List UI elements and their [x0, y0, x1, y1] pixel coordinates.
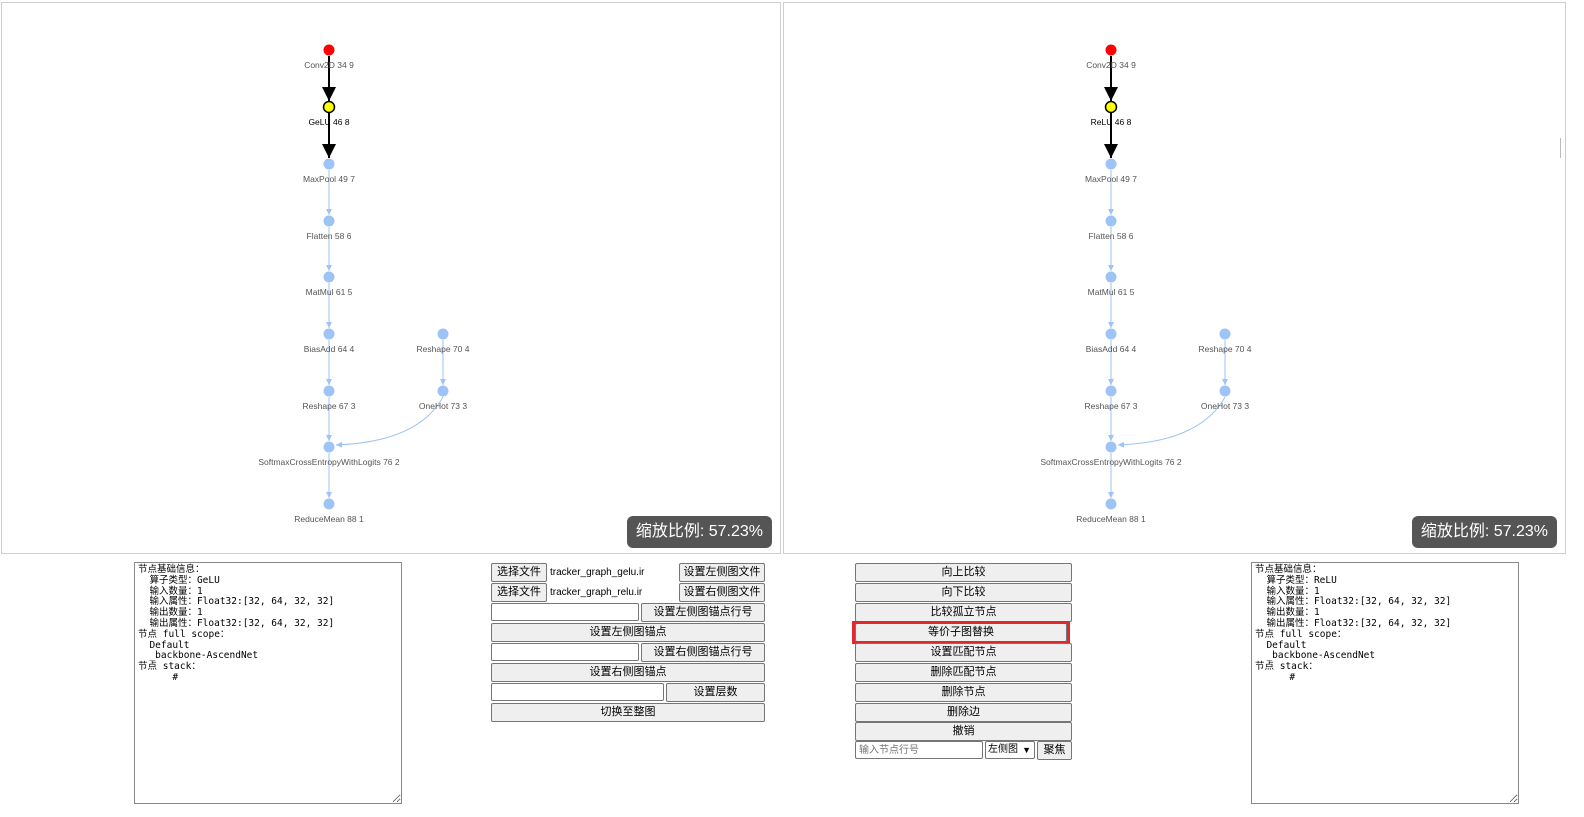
node-label: MaxPool 49 7 [1085, 174, 1137, 184]
node-label: Reshape 67 3 [303, 401, 356, 411]
left-graph-panel[interactable]: Conv2D 34 9 GeLU 46 8 MaxPool 49 7 Flatten … [1, 2, 781, 554]
right-anchor-line-input[interactable] [491, 643, 639, 661]
node-label: ReduceMean 88 1 [294, 514, 364, 524]
scrollbar[interactable] [1560, 138, 1565, 158]
graph-node[interactable] [323, 498, 335, 510]
node-label: Flatten 58 6 [1089, 231, 1134, 241]
graph-node[interactable] [323, 44, 335, 56]
graph-node[interactable] [1105, 498, 1117, 510]
graph-node[interactable] [323, 271, 335, 283]
graph-edge[interactable] [335, 396, 444, 448]
focus-button[interactable]: 聚焦 [1037, 741, 1072, 760]
switch-full-graph-button[interactable]: 切换至整图 [491, 703, 765, 722]
right-graph-panel[interactable]: Conv2D 34 9 ReLU 46 8 MaxPool 49 7 Flatten … [783, 2, 1566, 554]
set-left-anchor-button[interactable]: 设置左侧图锚点 [491, 623, 765, 642]
graph-edge[interactable] [1117, 396, 1226, 448]
node-label: OneHot 73 3 [419, 401, 467, 411]
node-label: GeLU 46 8 [308, 117, 349, 127]
graph-node[interactable] [1219, 385, 1231, 397]
set-depth-button[interactable]: 设置层数 [666, 683, 765, 702]
delete-match-button[interactable]: 删除匹配节点 [855, 663, 1072, 682]
graph-node[interactable] [323, 215, 335, 227]
node-label: Reshape 70 4 [1199, 344, 1252, 354]
node-label: Conv2D 34 9 [1086, 60, 1136, 70]
graph-node[interactable] [323, 441, 335, 453]
graph-node[interactable] [323, 385, 335, 397]
graph-side-select[interactable]: 左侧图 ▼ [985, 741, 1035, 759]
undo-button[interactable]: 撤销 [855, 722, 1072, 741]
compare-up-button[interactable]: 向上比较 [855, 563, 1072, 582]
graph-node[interactable] [437, 385, 449, 397]
graph-node[interactable] [437, 328, 449, 340]
left-graph-canvas[interactable]: Conv2D 34 9 GeLU 46 8 MaxPool 49 7 Flatten … [2, 3, 780, 553]
set-match-button[interactable]: 设置匹配节点 [855, 643, 1072, 662]
right-node-info[interactable]: 节点基础信息： 算子类型：ReLU 输入数量：1 输入属性：Float32:[3… [1251, 562, 1519, 804]
graph-node[interactable] [1105, 215, 1117, 227]
graph-node[interactable] [322, 100, 336, 114]
chevron-down-icon: ▼ [1022, 745, 1031, 755]
left-node-info[interactable]: 节点基础信息： 算子类型：GeLU 输入数量：1 输入属性：Float32:[3… [134, 562, 402, 804]
node-label: Flatten 58 6 [307, 231, 352, 241]
graph-node[interactable] [1105, 328, 1117, 340]
depth-input[interactable] [491, 683, 664, 701]
left-file-name: tracker_graph_gelu.ir [550, 567, 645, 578]
right-file-name: tracker_graph_relu.ir [550, 587, 643, 598]
choose-right-file-button[interactable]: 选择文件 [491, 583, 547, 602]
graph-node[interactable] [1105, 441, 1117, 453]
graph-node[interactable] [1105, 271, 1117, 283]
set-right-anchor-line-button[interactable]: 设置右侧图锚点行号 [641, 643, 765, 662]
node-label: MatMul 61 5 [306, 287, 353, 297]
node-label: MatMul 61 5 [1088, 287, 1135, 297]
graph-node[interactable] [323, 328, 335, 340]
graph-node[interactable] [323, 158, 335, 170]
graph-node[interactable] [1105, 385, 1117, 397]
node-line-input[interactable] [855, 741, 983, 759]
set-left-file-button[interactable]: 设置左侧图文件 [679, 563, 765, 582]
set-right-file-button[interactable]: 设置右侧图文件 [679, 583, 765, 602]
compare-isolated-button[interactable]: 比较孤立节点 [855, 603, 1072, 622]
graph-side-select-value: 左侧图 [988, 744, 1018, 755]
node-label: ReLU 46 8 [1091, 117, 1132, 127]
graph-node[interactable] [1105, 44, 1117, 56]
node-label: Reshape 67 3 [1085, 401, 1138, 411]
subgraph-replace-button[interactable]: 等价子图替换 [855, 623, 1067, 642]
compare-down-button[interactable]: 向下比较 [855, 583, 1072, 602]
node-label: Reshape 70 4 [417, 344, 470, 354]
right-graph-canvas[interactable]: Conv2D 34 9 ReLU 46 8 MaxPool 49 7 Flatten … [784, 3, 1565, 553]
node-label: Conv2D 34 9 [304, 60, 354, 70]
node-label: BiasAdd 64 4 [304, 344, 355, 354]
delete-edge-button[interactable]: 删除边 [855, 703, 1072, 722]
node-label: ReduceMean 88 1 [1076, 514, 1146, 524]
choose-left-file-button[interactable]: 选择文件 [491, 563, 547, 582]
graph-node[interactable] [1105, 158, 1117, 170]
node-label: BiasAdd 64 4 [1086, 344, 1137, 354]
node-label: OneHot 73 3 [1201, 401, 1249, 411]
graph-node[interactable] [1219, 328, 1231, 340]
zoom-indicator: 缩放比例: 57.23% [626, 516, 772, 548]
zoom-indicator: 缩放比例: 57.23% [1411, 516, 1557, 548]
node-label: SoftmaxCrossEntropyWithLogits 76 2 [258, 457, 400, 467]
left-anchor-line-input[interactable] [491, 603, 639, 621]
graph-node[interactable] [1104, 100, 1118, 114]
set-left-anchor-line-button[interactable]: 设置左侧图锚点行号 [641, 603, 765, 622]
node-label: MaxPool 49 7 [303, 174, 355, 184]
delete-node-button[interactable]: 删除节点 [855, 683, 1072, 702]
node-label: SoftmaxCrossEntropyWithLogits 76 2 [1040, 457, 1182, 467]
set-right-anchor-button[interactable]: 设置右侧图锚点 [491, 663, 765, 682]
